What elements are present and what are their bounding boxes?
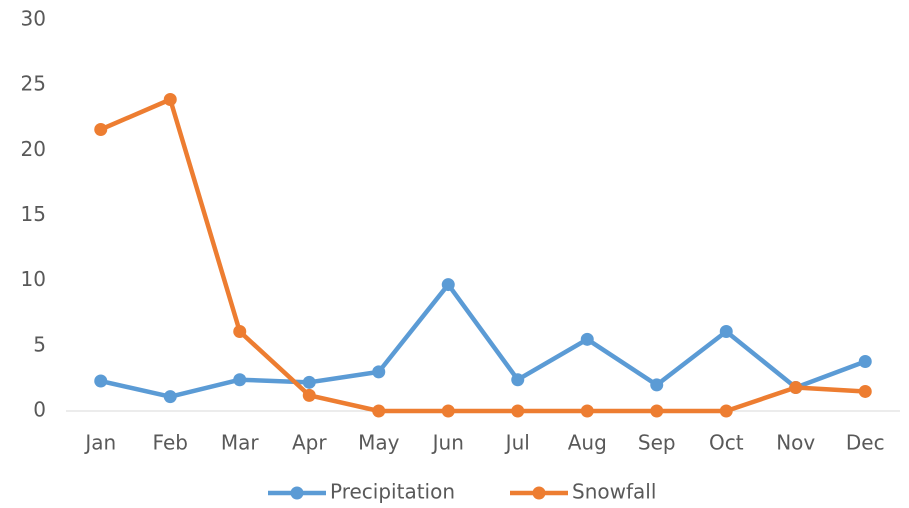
data-point xyxy=(94,122,108,136)
data-point xyxy=(302,388,316,402)
data-point xyxy=(302,375,316,389)
x-tick-label: Mar xyxy=(221,431,260,455)
data-point xyxy=(372,404,386,418)
data-point xyxy=(580,332,594,346)
y-tick-label: 30 xyxy=(21,7,46,31)
x-tick-label: Apr xyxy=(292,431,327,455)
data-point xyxy=(163,93,177,107)
data-point xyxy=(650,378,664,392)
data-point xyxy=(789,381,803,395)
legend-label: Precipitation xyxy=(330,480,455,504)
data-point xyxy=(94,374,108,388)
data-point xyxy=(511,404,525,418)
legend-marker xyxy=(532,486,546,500)
data-point xyxy=(719,404,733,418)
x-tick-label: Dec xyxy=(846,431,885,455)
x-tick-label: Oct xyxy=(709,431,744,455)
data-point xyxy=(233,324,247,338)
y-tick-label: 0 xyxy=(33,398,46,422)
legend-label: Snowfall xyxy=(572,480,656,504)
data-point xyxy=(163,390,177,404)
x-tick-label: Jan xyxy=(83,431,116,455)
data-point xyxy=(372,365,386,379)
data-point xyxy=(441,278,455,292)
data-point xyxy=(858,354,872,368)
x-tick-label: Jun xyxy=(431,431,464,455)
y-tick-label: 10 xyxy=(21,267,46,291)
y-tick-label: 15 xyxy=(21,202,46,226)
x-tick-label: May xyxy=(358,431,400,455)
y-tick-label: 25 xyxy=(21,72,46,96)
series-line xyxy=(98,97,868,414)
x-tick-label: Aug xyxy=(568,431,607,455)
data-point xyxy=(441,404,455,418)
x-tick-label: Nov xyxy=(776,431,815,455)
data-point xyxy=(719,324,733,338)
y-tick-label: 20 xyxy=(21,137,46,161)
x-tick-label: Feb xyxy=(153,431,188,455)
data-point xyxy=(233,373,247,387)
legend-marker xyxy=(290,486,304,500)
data-point xyxy=(858,384,872,398)
data-point xyxy=(511,373,525,387)
data-point xyxy=(650,404,664,418)
data-point xyxy=(580,404,594,418)
series-line xyxy=(98,282,868,399)
x-tick-label: Jul xyxy=(504,431,530,455)
x-tick-label: Sep xyxy=(638,431,676,455)
y-tick-label: 5 xyxy=(33,332,46,356)
